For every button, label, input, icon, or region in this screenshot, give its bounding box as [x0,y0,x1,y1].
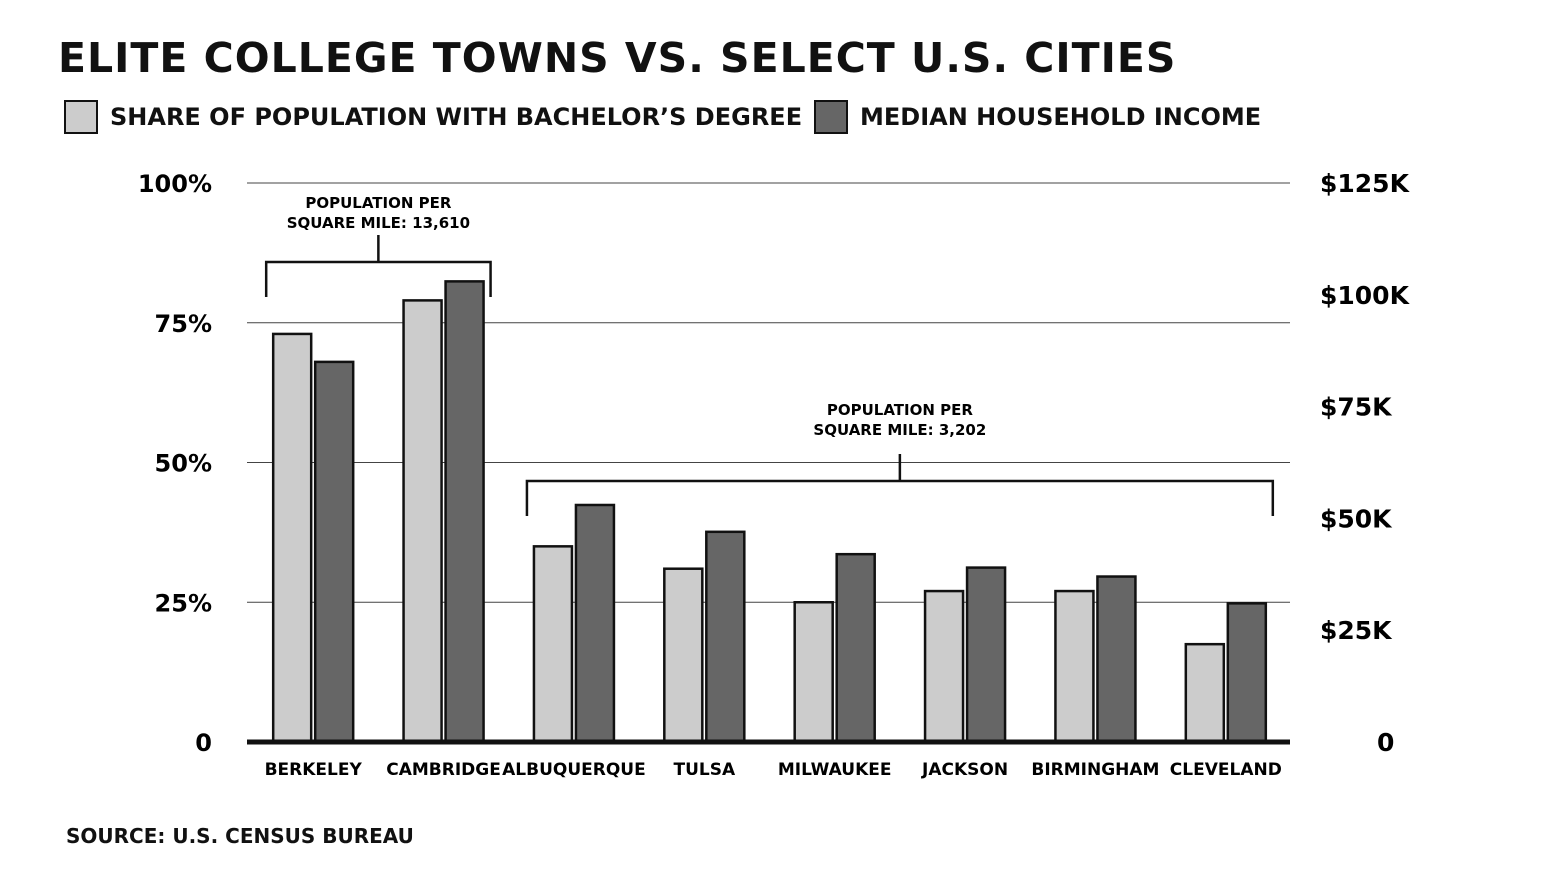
bar-bachelors [532,545,574,744]
annotation-bracket [264,235,492,297]
category-label: ALBUQUERQUE [502,760,646,780]
category-label: TULSA [673,760,735,780]
category-label: MILWAUKEE [778,760,892,780]
legend-item-bachelors: SHARE OF POPULATION WITH BACHELOR’S DEGR… [64,100,802,134]
bar-bachelors [663,567,704,744]
source-note: SOURCE: U.S. CENSUS BUREAU [66,824,414,848]
y-left-tick-label: 0 [195,729,212,757]
legend-swatch-bachelors [64,100,98,134]
legend-label-bachelors: SHARE OF POPULATION WITH BACHELOR’S DEGR… [110,103,803,131]
bar-bachelors [402,299,443,744]
bar-income [444,280,485,744]
legend-label-income: MEDIAN HOUSEHOLD INCOME [860,103,1262,131]
bar-bachelors [271,332,313,744]
bar-income [574,503,616,744]
annotation-text: SQUARE MILE: 13,610 [287,214,470,232]
bar-bachelors [1184,642,1226,744]
legend-swatch-income [814,100,848,134]
category-label: JACKSON [921,760,1008,780]
y-right-tick-label: $125K [1320,169,1411,198]
annotation-text: POPULATION PER [827,401,974,419]
chart-title: ELITE COLLEGE TOWNS VS. SELECT U.S. CITI… [58,34,1177,82]
bar-income [705,530,746,744]
y-right-tick-label: $75K [1320,393,1393,422]
bar-income [313,360,355,744]
annotation-text: SQUARE MILE: 3,202 [813,421,986,439]
y-right-tick-label: $25K [1320,616,1393,645]
bar-bachelors [793,601,834,744]
bar-income [1226,602,1268,744]
bar-income [1096,575,1137,744]
legend-item-income: MEDIAN HOUSEHOLD INCOME [814,100,1261,134]
category-label: CLEVELAND [1170,760,1282,780]
annotation-text: POPULATION PER [305,194,452,212]
y-left-tick-label: 100% [138,170,212,198]
bar-bachelors [923,589,965,744]
y-right-tick-label: $100K [1320,281,1411,310]
y-left-tick-label: 75% [155,310,212,338]
category-label: CAMBRIDGE [386,760,501,780]
bar-bachelors [1054,589,1095,744]
y-right-tick-label: 0 [1377,728,1394,757]
bar-income [835,552,876,744]
y-left-tick-label: 50% [155,450,212,478]
category-label: BIRMINGHAM [1031,760,1159,780]
category-label: BERKELEY [265,760,363,780]
annotation-bracket [525,454,1275,516]
y-right-tick-label: $50K [1320,504,1393,533]
bar-income [965,566,1007,744]
y-left-tick-label: 25% [155,589,212,617]
